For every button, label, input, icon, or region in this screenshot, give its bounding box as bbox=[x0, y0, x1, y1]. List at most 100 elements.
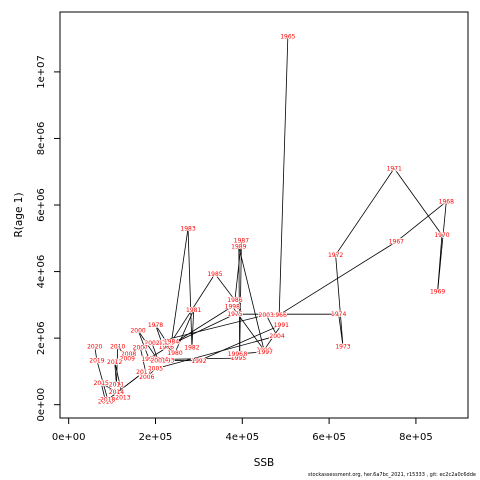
trajectory-segment bbox=[238, 246, 241, 354]
trajectory-segment bbox=[191, 309, 195, 348]
year-label-2013: 2013 bbox=[115, 395, 130, 402]
year-label-1972: 1972 bbox=[328, 252, 343, 259]
year-label-1992: 1992 bbox=[191, 358, 206, 365]
trajectory-segment bbox=[107, 371, 145, 401]
trajectory-segment bbox=[238, 246, 265, 351]
trajectory-segment bbox=[234, 240, 242, 301]
year-label-1993: 1993 bbox=[159, 357, 174, 364]
trajectory-segment bbox=[146, 368, 156, 378]
year-label-1982: 1982 bbox=[184, 344, 199, 351]
trajectory-segment bbox=[114, 361, 124, 398]
year-label-1973: 1973 bbox=[335, 343, 350, 350]
year-label-1980: 1980 bbox=[167, 350, 182, 357]
year-label-1976: 1976 bbox=[159, 344, 174, 351]
year-label-1965: 1965 bbox=[280, 33, 295, 40]
trajectory-segment bbox=[231, 306, 266, 353]
trajectory-segment bbox=[265, 314, 278, 336]
x-axis-title: SSB bbox=[254, 457, 275, 469]
trajectory-segment bbox=[235, 351, 266, 355]
year-label-2020: 2020 bbox=[87, 343, 102, 350]
year-label-2019: 2019 bbox=[89, 357, 104, 364]
year-label-1990: 1990 bbox=[256, 347, 271, 354]
trajectory-segment bbox=[155, 335, 278, 370]
year-label-2001: 2001 bbox=[150, 357, 165, 364]
year-label-1984: 1984 bbox=[164, 338, 179, 345]
trajectory-segment bbox=[171, 228, 189, 342]
year-label-1966: 1966 bbox=[272, 312, 287, 319]
x-tick-label: 8e+05 bbox=[399, 432, 433, 443]
x-tick-label: 0e+00 bbox=[52, 432, 86, 443]
trajectory-lines bbox=[94, 36, 447, 402]
trajectory-segment bbox=[396, 201, 447, 242]
year-label-1979: 1979 bbox=[154, 340, 169, 347]
x-tick-label: 6e+05 bbox=[312, 432, 346, 443]
year-label-2018: 2018 bbox=[100, 397, 115, 404]
year-label-1968: 1968 bbox=[439, 199, 454, 206]
year-label-2012: 2012 bbox=[107, 359, 122, 366]
year-label-1986: 1986 bbox=[227, 297, 242, 304]
trajectory-segment bbox=[126, 353, 129, 359]
trajectory-segment bbox=[151, 342, 159, 361]
y-tick-label: 2e+06 bbox=[36, 321, 47, 355]
year-label-1998: 1998 bbox=[225, 304, 240, 311]
trajectory-segment bbox=[137, 330, 150, 359]
year-label-2004: 2004 bbox=[269, 333, 284, 340]
x-tick-label: 4e+05 bbox=[225, 432, 259, 443]
trajectory-segment bbox=[114, 361, 117, 385]
year-label-2005: 2005 bbox=[148, 366, 163, 373]
year-label-1997: 1997 bbox=[258, 349, 273, 356]
y-axis-title: R(age 1) bbox=[13, 192, 25, 237]
year-label-2008: 2008 bbox=[121, 351, 136, 358]
trajectory-segment bbox=[161, 342, 176, 354]
year-label-2014: 2014 bbox=[109, 389, 124, 396]
year-label-1974: 1974 bbox=[331, 311, 346, 318]
year-label-2002: 2002 bbox=[144, 340, 159, 347]
trajectory-segment bbox=[198, 324, 282, 362]
year-label-1987: 1987 bbox=[234, 238, 249, 245]
year-labels: 1965 1966 1967 1968 1969 1970 1971 1972 1973 1974… bbox=[86, 32, 455, 406]
year-label-1981: 1981 bbox=[186, 307, 201, 314]
trajectory-segment bbox=[263, 324, 282, 351]
trajectory-segment bbox=[437, 234, 443, 292]
footer-credit: stockassessment.org, her.6a7bc_2021, r15… bbox=[307, 472, 476, 478]
trajectory-segment bbox=[278, 36, 289, 315]
year-label-2006: 2006 bbox=[139, 374, 154, 381]
y-tick-label: 6e+06 bbox=[36, 188, 47, 222]
trajectory-segment bbox=[335, 254, 344, 347]
x-axis: 0e+00 2e+05 4e+05 6e+05 8e+05 bbox=[52, 417, 433, 443]
trajectory-segment bbox=[160, 357, 239, 360]
year-label-2017: 2017 bbox=[136, 369, 151, 376]
trajectory-segment bbox=[187, 228, 193, 348]
year-label-1985: 1985 bbox=[207, 271, 222, 278]
trajectory-segment bbox=[148, 306, 233, 360]
trajectory-segment bbox=[100, 382, 106, 402]
trajectory-segment bbox=[117, 346, 128, 359]
year-label-2010: 2010 bbox=[110, 343, 125, 350]
trajectory-segment bbox=[239, 240, 242, 354]
x-tick-label: 2e+05 bbox=[139, 432, 173, 443]
y-tick-label: 0e+00 bbox=[36, 388, 47, 422]
trajectory-segment bbox=[235, 353, 239, 359]
trajectory-segment bbox=[94, 346, 98, 361]
trajectory-segment bbox=[151, 314, 267, 344]
year-label-2015: 2015 bbox=[94, 380, 109, 387]
year-label-1988: 1988 bbox=[232, 351, 247, 358]
year-label-2000: 2000 bbox=[130, 327, 145, 334]
year-label-1983: 1983 bbox=[180, 225, 195, 232]
year-label-1969: 1969 bbox=[430, 289, 445, 296]
trajectory-segment bbox=[96, 360, 109, 400]
year-label-1999: 1999 bbox=[141, 356, 156, 363]
year-label-2016: 2016 bbox=[98, 398, 113, 405]
year-label-2009: 2009 bbox=[120, 355, 135, 362]
trajectory-segment bbox=[171, 273, 216, 342]
trajectory-segment bbox=[338, 314, 344, 347]
year-label-2003: 2003 bbox=[259, 312, 274, 319]
year-label-1975: 1975 bbox=[227, 311, 242, 318]
year-label-1970: 1970 bbox=[434, 232, 449, 239]
trajectory-segment bbox=[155, 324, 163, 344]
trajectory-segment bbox=[116, 391, 124, 399]
y-tick-label: 8e+06 bbox=[36, 122, 47, 156]
y-axis: 0e+00 2e+06 4e+06 6e+06 8e+06 1e+07 bbox=[36, 55, 61, 422]
trajectory-segment bbox=[137, 330, 159, 361]
trajectory-segment bbox=[116, 346, 119, 385]
